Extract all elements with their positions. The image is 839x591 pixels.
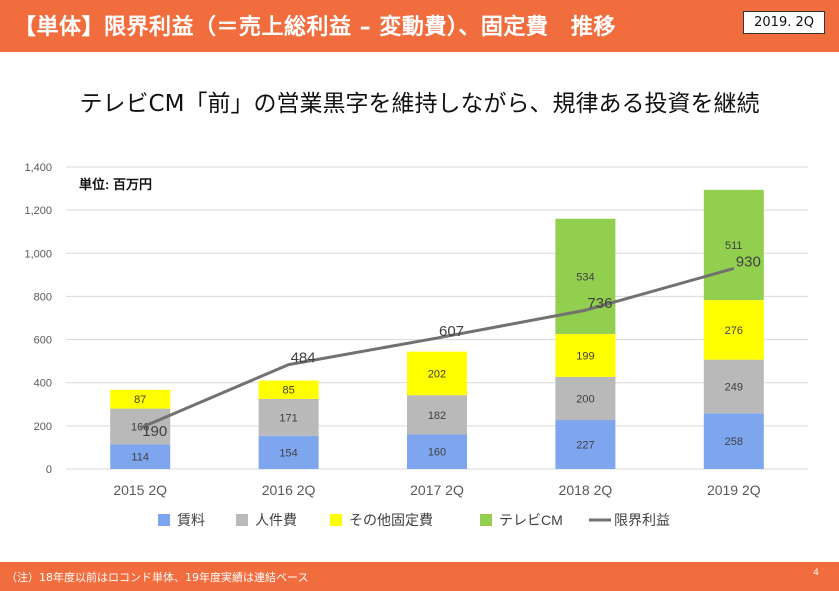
legend-swatch (330, 514, 342, 526)
bar-segment (555, 420, 616, 469)
legend-label: 人件費 (255, 512, 297, 528)
line-data-label: 930 (736, 253, 761, 270)
y-tick-label: 400 (34, 378, 52, 390)
bar-data-label: 160 (428, 447, 446, 459)
slide-subtitle: テレビCM「前」の営業黒字を維持しながら、規律ある投資を継続 (79, 91, 760, 117)
legend-swatch (480, 514, 492, 526)
bar-segment (110, 444, 171, 469)
stacked-bar-chart: 0 200 400 600 800 1,000 1,200 1,400 単位: 百万円 114 16… (24, 162, 808, 528)
y-tick-label: 1,200 (24, 205, 52, 217)
line-data-label: 607 (439, 323, 464, 340)
bar-data-label: 249 (725, 381, 743, 393)
bar-data-label: 200 (576, 393, 594, 405)
bar-segment (555, 333, 616, 377)
unit-label: 単位: 百万円 (79, 177, 152, 192)
bar-data-label: 85 (282, 385, 294, 397)
bar-segment (110, 389, 171, 409)
x-tick-label: 2019 2Q (707, 482, 761, 498)
bar-segment (703, 359, 764, 414)
line-data-label: 190 (142, 423, 167, 440)
legend-swatch (236, 514, 248, 526)
bar-data-label: 114 (131, 452, 149, 464)
legend-label: テレビCM (499, 512, 563, 528)
page-title: 【単体】限界利益（＝売上総利益 – 変動費）、固定費 推移 (14, 15, 616, 40)
bar-segment (258, 398, 319, 436)
page-number: 4 (813, 568, 819, 578)
bar-data-label: 276 (725, 325, 743, 337)
legend-label: その他固定費 (349, 512, 433, 528)
bar-data-label: 258 (725, 436, 743, 448)
y-tick-label: 200 (34, 421, 52, 433)
line-data-label: 484 (291, 350, 316, 367)
line-data-label: 736 (587, 295, 612, 312)
footer-bar: （注）18年度以前はロコンド単体、19年度実績は連結ベース 4 (0, 562, 839, 591)
header-bar: 【単体】限界利益（＝売上総利益 – 変動費）、固定費 推移 2019. 2Q (0, 0, 839, 52)
x-tick-label: 2018 2Q (559, 482, 613, 498)
bar-segment (407, 351, 467, 396)
bar-segment (555, 376, 616, 421)
bar-data-label: 227 (576, 440, 594, 452)
bar-segment (258, 435, 319, 469)
legend-label: 賃料 (177, 512, 205, 528)
bar-segment (407, 434, 467, 469)
bar-data-label: 182 (428, 410, 446, 422)
bar-data-label: 202 (428, 368, 446, 380)
x-tick-label: 2015 2Q (113, 482, 167, 498)
period-badge: 2019. 2Q (743, 11, 825, 34)
bar-data-label: 534 (576, 271, 594, 283)
bar-segment (703, 300, 764, 360)
y-tick-label: 800 (34, 291, 52, 303)
bar-data-label: 171 (279, 412, 297, 424)
bar-data-label: 154 (279, 447, 297, 459)
bar-segment (258, 380, 319, 399)
bar-data-label: 87 (134, 394, 146, 406)
footnote: （注）18年度以前はロコンド単体、19年度実績は連結ベース (6, 571, 309, 584)
bar-segment (703, 413, 764, 469)
bar-segment (703, 189, 764, 301)
legend-label: 限界利益 (614, 512, 670, 528)
x-tick-label: 2017 2Q (410, 482, 464, 498)
x-tick-label: 2016 2Q (262, 482, 316, 498)
bar-data-label: 199 (576, 350, 594, 362)
legend-swatch (158, 514, 170, 526)
bar-segment (407, 395, 467, 435)
y-tick-label: 600 (34, 335, 52, 347)
bar-data-label: 511 (725, 240, 743, 252)
y-tick-label: 1,400 (24, 162, 52, 174)
line-series (139, 266, 735, 430)
y-tick-label: 1,000 (24, 248, 52, 260)
y-tick-label: 0 (46, 464, 52, 476)
